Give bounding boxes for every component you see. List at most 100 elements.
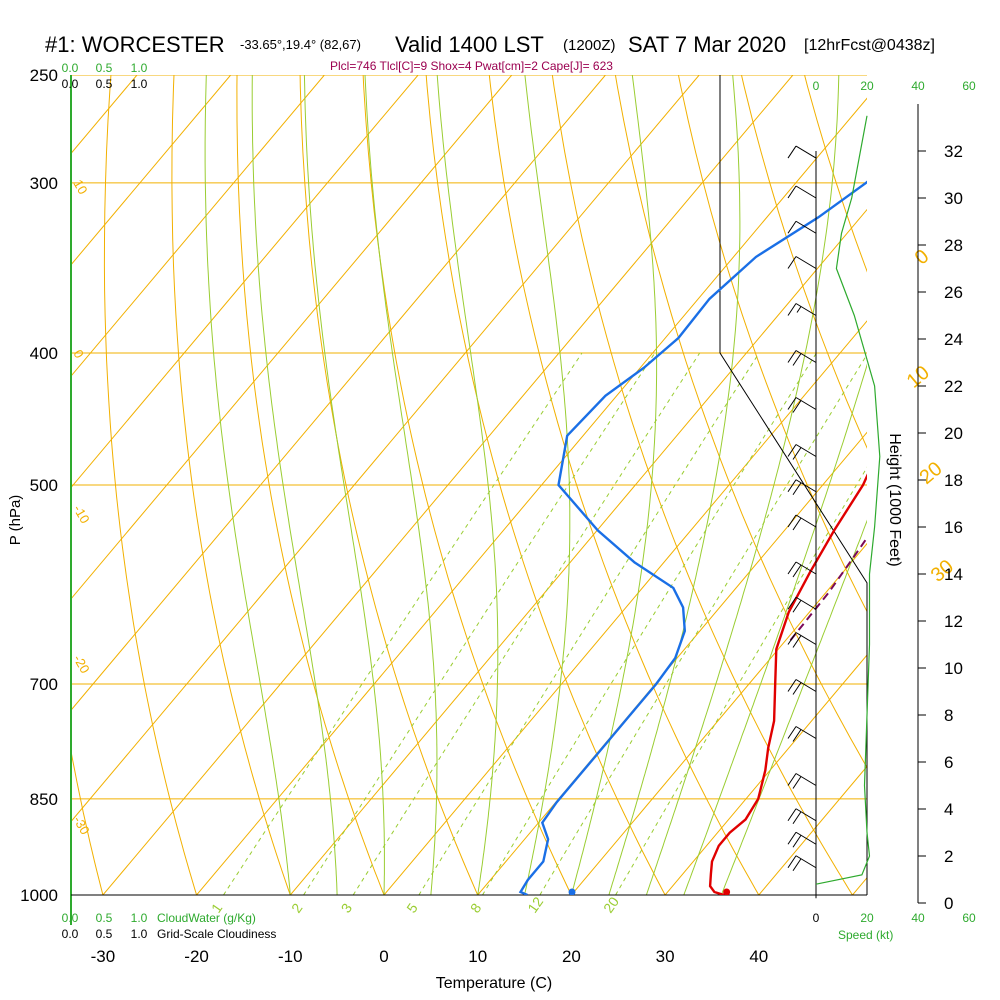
wind-speed-tick-bottom: 0 <box>813 911 820 925</box>
isotherm-line <box>102 75 794 895</box>
cloud-water-label: CloudWater (g/Kg) <box>157 911 256 925</box>
cloudiness-tick-bottom: 0.5 <box>96 927 113 941</box>
station-title: #1: WORCESTER <box>45 32 225 57</box>
wind-barb <box>787 303 817 316</box>
wind-barb-staff <box>795 808 817 822</box>
wind-barb <box>787 632 817 648</box>
height-tick-label: 32 <box>944 142 963 161</box>
moist-adiabat-line <box>683 363 867 895</box>
x-axis-label: Temperature (C) <box>436 975 552 992</box>
station-coords: -33.65°,19.4° (82,67) <box>240 37 361 52</box>
isotherm-line <box>289 208 867 895</box>
wind-barb-staff <box>795 479 817 493</box>
wind-barb-flag <box>787 479 797 493</box>
wind-barb-staff <box>795 397 817 410</box>
moist-adiabat-line <box>251 75 338 895</box>
cloudiness-tick-top: 0.0 <box>62 77 79 91</box>
wind-barb-staff <box>795 679 817 692</box>
wind-speed-label: Speed (kt) <box>838 928 893 942</box>
wind-barb <box>787 397 817 413</box>
isotherm-line <box>71 75 513 600</box>
isotherm-line <box>383 320 867 895</box>
wind-barb <box>787 220 817 234</box>
moist-adiabat-line <box>204 75 291 895</box>
isotherm-line <box>664 654 867 895</box>
wind-barb <box>787 726 817 742</box>
wind-speed-tick-bottom: 20 <box>860 911 874 925</box>
mixing-ratio-line <box>482 352 817 895</box>
wind-barb <box>787 444 817 460</box>
cloudiness-label: Grid-Scale Cloudiness <box>157 927 276 941</box>
height-axis-label: Height (1000 Feet) <box>886 433 903 566</box>
temperature-tick-label: -30 <box>91 947 116 966</box>
mixing-ratio-line <box>303 352 656 895</box>
temperature-tick-label: 0 <box>379 947 388 966</box>
pressure-tick-label: 500 <box>30 476 58 495</box>
wind-barb-flag <box>787 632 797 645</box>
height-tick-label: 26 <box>944 283 963 302</box>
wind-barb-flag <box>787 145 797 159</box>
isotherm-label: 20 <box>915 458 946 489</box>
pressure-tick-label: 850 <box>30 790 58 809</box>
cloudiness-tick-top: 0.5 <box>96 77 113 91</box>
height-tick-label: 16 <box>944 518 963 537</box>
isotherm-line <box>196 97 867 895</box>
wind-barb <box>787 808 817 825</box>
moist-adiabat-line <box>645 75 840 895</box>
moist-adiabat-line <box>364 75 438 895</box>
wind-barb-flag <box>792 811 802 825</box>
moist-adiabat-line <box>524 75 571 895</box>
dry-adiabat-line <box>0 51 16 924</box>
wind-barb-flag <box>792 564 802 578</box>
right-boundary-line <box>719 75 868 895</box>
valid-date: SAT 7 Mar 2020 <box>628 32 786 57</box>
wind-barb-flag <box>792 776 802 789</box>
isotherm-line <box>71 75 325 377</box>
wind-barb-staff <box>795 303 817 316</box>
wind-barb-flag <box>787 256 797 269</box>
wind-barb-flag <box>787 831 797 845</box>
mixing-ratio-line <box>352 352 701 895</box>
height-tick-label: 14 <box>944 565 963 584</box>
dry-adiabat-line <box>299 75 479 895</box>
wind-speed-tick-top: 40 <box>911 79 925 93</box>
moist-adiabat-line <box>570 75 658 895</box>
surface-temperature-dot <box>723 888 731 895</box>
wind-barb-flag <box>792 353 802 366</box>
pressure-tick-label: 700 <box>30 675 58 694</box>
wind-barb-flag <box>792 729 802 742</box>
cloudiness-tick-top: 1.0 <box>131 77 148 91</box>
dry-adiabat-line <box>614 75 867 769</box>
height-tick-label: 0 <box>944 894 953 913</box>
wind-barb-flag <box>787 561 797 575</box>
forecast-label: [12hrFcst@0438z] <box>804 37 935 54</box>
wind-barb <box>787 831 817 848</box>
height-tick-label: 22 <box>944 377 963 396</box>
pressure-tick-label: 250 <box>30 66 58 85</box>
background-grid <box>0 51 867 924</box>
mixing-ratio-line <box>223 352 583 895</box>
wind-barb-flag <box>787 350 797 363</box>
dry-adiabat-label: -10 <box>70 502 92 526</box>
wind-barb-flag <box>787 855 797 869</box>
wind-barb-half-flag <box>796 306 802 313</box>
wind-barb-flag <box>787 397 797 410</box>
dry-adiabat-label: 0 <box>70 347 87 361</box>
wind-barb <box>787 145 817 159</box>
dry-adiabat-label: -20 <box>70 652 92 676</box>
cloud-water-tick-bottom: 0.0 <box>62 911 79 925</box>
height-tick-label: 24 <box>944 330 963 349</box>
wind-speed-tick-bottom: 40 <box>911 911 925 925</box>
wind-barb-staff <box>795 514 817 528</box>
wind-barb-staff <box>795 726 817 739</box>
dry-adiabat-line <box>236 75 385 895</box>
cloud-water-tick-bottom: 1.0 <box>131 911 148 925</box>
wind-barb-staff <box>795 561 817 575</box>
wind-barb-flag <box>792 447 802 460</box>
moist-adiabat-line <box>436 75 499 895</box>
wind-barb-flag <box>787 773 797 786</box>
wind-barb <box>787 479 817 496</box>
wind-barb-staff <box>795 185 817 199</box>
cloud-water-tick-bottom: 0.5 <box>96 911 113 925</box>
